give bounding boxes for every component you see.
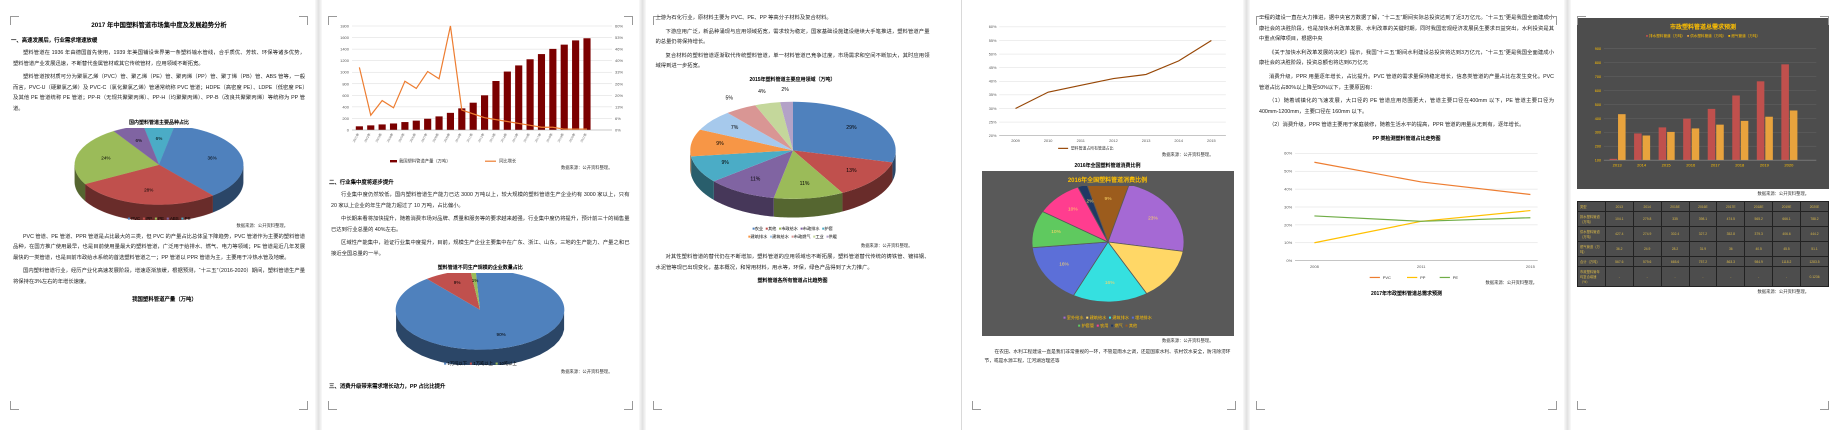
svg-text:26%: 26% xyxy=(615,81,623,86)
svg-text:40%: 40% xyxy=(988,79,996,84)
svg-text:500: 500 xyxy=(1595,103,1601,107)
svg-text:25%: 25% xyxy=(988,119,996,124)
svg-text:6%: 6% xyxy=(136,137,143,142)
svg-text:2010: 2010 xyxy=(1043,138,1052,143)
svg-text:29%: 29% xyxy=(846,125,857,131)
svg-text:13%: 13% xyxy=(615,104,623,109)
svg-text:28%: 28% xyxy=(144,187,153,192)
svg-text:10%: 10% xyxy=(1068,206,1078,212)
svg-text:13%: 13% xyxy=(846,168,857,174)
svg-text:4%: 4% xyxy=(758,89,766,95)
svg-text:400: 400 xyxy=(343,104,350,109)
svg-text:6%: 6% xyxy=(615,116,621,121)
svg-text:16%: 16% xyxy=(1059,262,1069,268)
svg-text:33%: 33% xyxy=(615,70,623,75)
svg-text:2020: 2020 xyxy=(1784,163,1794,168)
svg-text:900: 900 xyxy=(1595,47,1601,51)
svg-text:PVC: PVC xyxy=(1382,275,1390,280)
svg-text:2015: 2015 xyxy=(1525,264,1535,269)
svg-text:2015: 2015 xyxy=(1207,138,1216,143)
svg-text:60%: 60% xyxy=(988,24,996,29)
svg-text:2015: 2015 xyxy=(1662,163,1672,168)
svg-text:0%: 0% xyxy=(615,128,621,133)
svg-text:30%: 30% xyxy=(988,106,996,111)
svg-text:45%: 45% xyxy=(988,65,996,70)
svg-text:塑料管道占所有管道占比: 塑料管道占所有管道占比 xyxy=(1070,146,1113,151)
svg-text:2012: 2012 xyxy=(1109,138,1118,143)
svg-text:700: 700 xyxy=(1595,75,1601,79)
svg-text:0%: 0% xyxy=(1286,258,1292,263)
svg-text:9%: 9% xyxy=(716,141,724,147)
svg-text:10%: 10% xyxy=(1051,229,1061,235)
svg-text:2014: 2014 xyxy=(1637,163,1647,168)
svg-text:1400: 1400 xyxy=(340,47,350,52)
svg-text:PE: PE xyxy=(1452,275,1458,280)
svg-text:60%: 60% xyxy=(1284,151,1292,156)
svg-text:9%: 9% xyxy=(1104,196,1112,202)
svg-text:我国塑料管道产量（万吨）: 我国塑料管道产量（万吨） xyxy=(399,158,451,165)
svg-text:1200: 1200 xyxy=(340,58,350,63)
svg-text:6%: 6% xyxy=(156,136,163,141)
svg-text:50%: 50% xyxy=(988,51,996,56)
svg-text:300: 300 xyxy=(1595,131,1601,135)
svg-text:2016: 2016 xyxy=(1686,163,1696,168)
svg-text:同比增长: 同比增长 xyxy=(499,158,517,165)
svg-text:55%: 55% xyxy=(988,38,996,43)
svg-text:20%: 20% xyxy=(1284,222,1292,227)
svg-text:14%: 14% xyxy=(1147,262,1157,268)
svg-text:90%: 90% xyxy=(497,331,506,336)
svg-text:9%: 9% xyxy=(454,280,461,285)
svg-text:60%: 60% xyxy=(615,24,623,29)
svg-text:1000: 1000 xyxy=(340,70,350,75)
svg-text:600: 600 xyxy=(343,93,350,98)
svg-text:2014: 2014 xyxy=(1174,138,1183,143)
svg-text:16%: 16% xyxy=(1104,280,1114,286)
svg-text:2008: 2008 xyxy=(1309,264,1319,269)
svg-text:PP: PP xyxy=(1420,275,1426,280)
svg-text:46%: 46% xyxy=(615,47,623,52)
svg-text:50%: 50% xyxy=(1284,169,1292,174)
svg-text:53%: 53% xyxy=(615,35,623,40)
svg-text:800: 800 xyxy=(343,81,350,86)
svg-text:11%: 11% xyxy=(750,176,760,182)
svg-text:40%: 40% xyxy=(1284,186,1292,191)
svg-text:2018: 2018 xyxy=(1735,163,1745,168)
svg-text:2017: 2017 xyxy=(1711,163,1721,168)
svg-text:2013: 2013 xyxy=(1141,138,1150,143)
svg-text:5%: 5% xyxy=(725,95,733,101)
svg-text:35%: 35% xyxy=(988,92,996,97)
svg-text:2019: 2019 xyxy=(1760,163,1770,168)
svg-text:1600: 1600 xyxy=(340,35,350,40)
svg-text:2013: 2013 xyxy=(1613,163,1623,168)
svg-text:800: 800 xyxy=(1595,61,1601,65)
svg-text:7%: 7% xyxy=(730,125,738,131)
svg-text:20%: 20% xyxy=(988,133,996,138)
svg-text:200: 200 xyxy=(1595,145,1601,149)
svg-text:2011: 2011 xyxy=(1076,138,1084,143)
svg-text:2009: 2009 xyxy=(1011,138,1020,143)
svg-text:11%: 11% xyxy=(799,181,809,187)
svg-text:23%: 23% xyxy=(1148,215,1158,221)
svg-text:20%: 20% xyxy=(615,93,623,98)
svg-text:2%: 2% xyxy=(781,87,789,93)
svg-text:400: 400 xyxy=(1595,117,1601,121)
svg-text:200: 200 xyxy=(343,116,350,121)
svg-text:1%: 1% xyxy=(472,278,479,283)
svg-text:10%: 10% xyxy=(1284,240,1292,245)
svg-text:9%: 9% xyxy=(721,160,729,166)
svg-text:600: 600 xyxy=(1595,89,1601,93)
svg-text:40%: 40% xyxy=(615,58,623,63)
svg-text:30%: 30% xyxy=(1284,204,1292,209)
svg-text:2011: 2011 xyxy=(1416,264,1425,269)
svg-text:100: 100 xyxy=(1595,159,1601,163)
svg-text:36%: 36% xyxy=(207,155,216,160)
svg-text:1800: 1800 xyxy=(340,24,350,29)
svg-text:2%: 2% xyxy=(1086,198,1094,204)
svg-text:24%: 24% xyxy=(101,155,110,160)
